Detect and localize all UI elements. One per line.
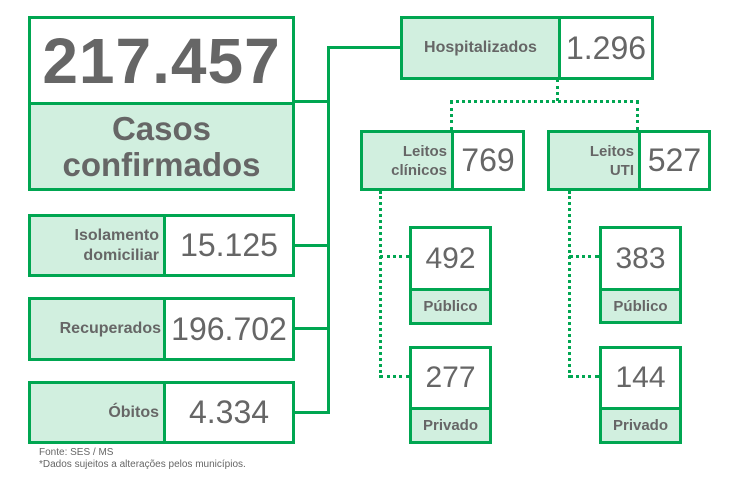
dotted-uti-public bbox=[569, 255, 599, 258]
dotted-clinicos-down bbox=[379, 191, 382, 378]
isolamento-number: 15.125 bbox=[180, 227, 278, 263]
uti-publico-label: Público bbox=[602, 291, 679, 321]
clinicos-publico-number: 492 bbox=[425, 241, 476, 275]
leitos-uti-card: Leitos UTI 527 bbox=[547, 130, 711, 191]
uti-publico-label-text: Público bbox=[613, 297, 668, 315]
clinicos-publico-value: 492 bbox=[412, 229, 489, 288]
dotted-hosp-v bbox=[556, 79, 559, 101]
total-cases-number: 217.457 bbox=[42, 25, 281, 97]
obitos-card: Óbitos 4.334 bbox=[28, 381, 295, 444]
uti-privado-label-text: Privado bbox=[612, 417, 669, 434]
footer-source: Fonte: SES / MS bbox=[39, 447, 114, 458]
dotted-uti-private bbox=[569, 375, 599, 378]
uti-publico-value: 383 bbox=[602, 229, 679, 288]
uti-publico-card: 383 Público bbox=[599, 226, 682, 324]
uti-privado-value: 144 bbox=[602, 349, 679, 407]
isolamento-divider bbox=[163, 217, 166, 274]
clinicos-privado-value: 277 bbox=[412, 349, 489, 407]
uti-privado-label: Privado bbox=[602, 410, 679, 441]
dotted-uti-v bbox=[636, 101, 639, 130]
total-cases-divider bbox=[31, 102, 292, 105]
connector-recuperados-h bbox=[292, 327, 329, 330]
clinicos-publico-label-text: Público bbox=[423, 298, 478, 315]
obitos-label: Óbitos bbox=[31, 384, 163, 441]
isolamento-value: 15.125 bbox=[166, 217, 292, 274]
leitos-uti-label-line2: UTI bbox=[609, 161, 634, 179]
recuperados-number: 196.702 bbox=[171, 310, 287, 347]
hospitalizados-divider bbox=[558, 19, 561, 77]
total-cases-card: 217.457 Casos confirmados bbox=[28, 16, 295, 191]
clinicos-privado-label: Privado bbox=[412, 410, 489, 441]
hospitalizados-label: Hospitalizados bbox=[403, 19, 558, 77]
clinicos-publico-divider bbox=[412, 288, 489, 291]
leitos-clinicos-divider bbox=[451, 133, 454, 188]
leitos-uti-number: 527 bbox=[647, 142, 702, 178]
uti-privado-number: 144 bbox=[615, 361, 666, 394]
leitos-uti-label-line1: Leitos bbox=[589, 142, 634, 160]
recuperados-label-text: Recuperados bbox=[59, 320, 161, 337]
total-cases-value: 217.457 bbox=[31, 19, 292, 103]
obitos-divider bbox=[163, 384, 166, 441]
footer-note: *Dados sujeitos a alterações pelos munic… bbox=[39, 459, 246, 470]
dotted-uti-down bbox=[568, 191, 571, 378]
connector-isolamento-h bbox=[292, 244, 329, 247]
total-cases-label-line2: confirmados bbox=[62, 145, 261, 183]
obitos-value: 4.334 bbox=[166, 384, 292, 441]
connector-total-h bbox=[293, 100, 330, 103]
clinicos-privado-label-text: Privado bbox=[422, 417, 479, 434]
recuperados-value: 196.702 bbox=[166, 300, 292, 358]
recuperados-card: Recuperados 196.702 bbox=[28, 297, 295, 361]
dotted-clinicos-private bbox=[380, 375, 409, 378]
clinicos-privado-card: 277 Privado bbox=[409, 346, 492, 444]
leitos-clinicos-number: 769 bbox=[461, 142, 515, 178]
dotted-clinicos-public bbox=[380, 255, 409, 258]
dotted-hosp-h bbox=[450, 100, 639, 103]
hospitalizados-label-text: Hospitalizados bbox=[424, 39, 537, 56]
uti-publico-divider bbox=[602, 288, 679, 291]
obitos-label-text: Óbitos bbox=[108, 403, 159, 421]
leitos-uti-label: Leitos UTI bbox=[550, 133, 638, 188]
uti-privado-card: 144 Privado bbox=[599, 346, 682, 444]
leitos-clinicos-label: Leitos clínicos bbox=[363, 133, 451, 188]
clinicos-privado-number: 277 bbox=[425, 361, 476, 394]
leitos-uti-value: 527 bbox=[641, 133, 708, 188]
connector-obitos-h bbox=[292, 411, 329, 414]
total-cases-label: Casos confirmados bbox=[31, 105, 292, 188]
connector-trunk-v bbox=[327, 46, 330, 414]
isolamento-label: Isolamento domiciliar bbox=[31, 217, 163, 274]
leitos-clinicos-value: 769 bbox=[454, 133, 522, 188]
total-cases-label-line1: Casos bbox=[111, 109, 212, 147]
hospitalizados-number: 1.296 bbox=[565, 29, 647, 66]
leitos-uti-divider bbox=[638, 133, 641, 188]
leitos-clinicos-card: Leitos clínicos 769 bbox=[360, 130, 525, 191]
clinicos-publico-label: Público bbox=[412, 291, 489, 322]
connector-hosp-h bbox=[327, 46, 402, 49]
isolamento-label-line2: domiciliar bbox=[83, 246, 159, 264]
recuperados-divider bbox=[163, 300, 166, 358]
leitos-clinicos-label-line1: Leitos bbox=[402, 142, 447, 160]
recuperados-label: Recuperados bbox=[31, 300, 163, 358]
obitos-number: 4.334 bbox=[188, 394, 270, 430]
uti-privado-divider bbox=[602, 407, 679, 410]
clinicos-publico-card: 492 Público bbox=[409, 226, 492, 325]
dotted-clinicos-v bbox=[450, 101, 453, 130]
clinicos-privado-divider bbox=[412, 407, 489, 410]
uti-publico-number: 383 bbox=[615, 241, 666, 275]
leitos-clinicos-label-line2: clínicos bbox=[391, 161, 447, 179]
isolamento-label-line1: Isolamento bbox=[74, 226, 159, 244]
hospitalizados-value: 1.296 bbox=[561, 19, 651, 77]
isolamento-card: Isolamento domiciliar 15.125 bbox=[28, 214, 295, 277]
hospitalizados-card: Hospitalizados 1.296 bbox=[400, 16, 654, 80]
